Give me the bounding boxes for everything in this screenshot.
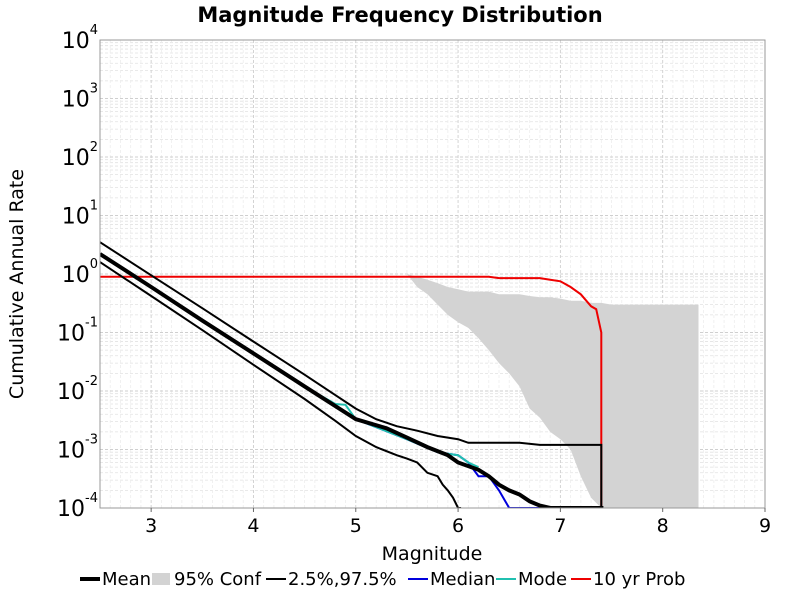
y-tick-label: 101 xyxy=(62,199,98,230)
y-tick-label: 100 xyxy=(62,257,98,288)
x-tick-label: 9 xyxy=(759,515,771,537)
legend-95-conf-label: 95% Conf xyxy=(174,569,262,590)
y-tick-label: 10-4 xyxy=(57,491,98,522)
series-10-yr-prob xyxy=(100,275,603,508)
series-median xyxy=(100,253,573,508)
plot-frame xyxy=(99,39,766,509)
x-tick-label: 8 xyxy=(657,515,669,537)
legend-mean-label: Mean xyxy=(102,569,151,590)
x-tick-label: 7 xyxy=(554,515,566,537)
x-tick-label: 5 xyxy=(350,515,362,537)
y-tick-label: 103 xyxy=(62,82,98,113)
y-tick-label: 104 xyxy=(62,23,98,54)
legend-median-label: Median xyxy=(430,569,495,590)
chart-title: Magnitude Frequency Distribution xyxy=(197,3,602,27)
y-tick-label: 10-2 xyxy=(57,374,98,405)
legend-95-conf-swatch xyxy=(152,573,170,585)
x-axis-label: Magnitude xyxy=(382,543,483,565)
y-axis-ticks: 10-4 10-3 10-2 10-1 100 101 102 103 104 xyxy=(57,23,98,522)
legend-10-yr-prob-label: 10 yr Prob xyxy=(593,569,685,590)
legend: Mean 95% Conf 2.5%,97.5% Median Mode 10 yr Pr… xyxy=(80,569,685,590)
confidence-band-layer xyxy=(406,274,699,508)
series-2-5-97-5 xyxy=(100,261,462,508)
x-tick-label: 4 xyxy=(247,515,259,537)
series-mean xyxy=(100,252,604,508)
legend-2-5-97-5-label: 2.5%,97.5% xyxy=(288,569,397,590)
y-tick-label: 10-1 xyxy=(57,316,98,347)
x-tick-label: 6 xyxy=(452,515,464,537)
y-axis-label: Cumulative Annual Rate xyxy=(6,169,28,399)
confidence-band xyxy=(406,274,699,508)
series-layer xyxy=(100,241,604,508)
y-tick-label: 102 xyxy=(62,140,98,171)
y-tick-label: 10-3 xyxy=(57,433,98,464)
legend-mode-label: Mode xyxy=(518,569,567,590)
x-tick-label: 3 xyxy=(145,515,157,537)
series-2-5-97-5-upper xyxy=(100,241,603,508)
x-axis-ticks: 3 4 5 6 7 8 9 xyxy=(145,508,771,537)
